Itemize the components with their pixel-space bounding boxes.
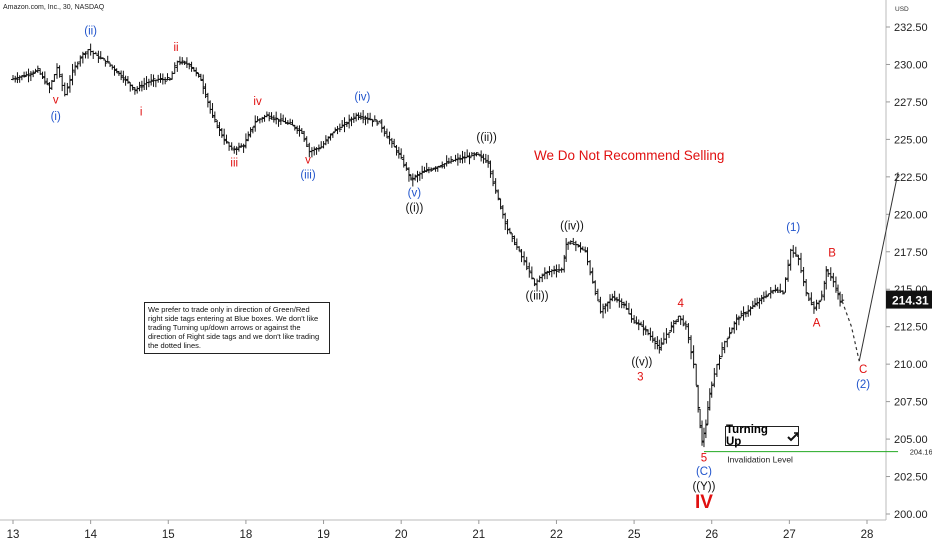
x-tick-label: 28 — [861, 529, 874, 541]
wave-label: (i) — [51, 111, 61, 123]
y-tick-label: 205.00 — [894, 434, 928, 446]
wave-label: (C) — [696, 466, 712, 478]
wave-label: 3 — [637, 372, 643, 384]
wave-label: ((i)) — [405, 202, 423, 214]
y-tick-label: 212.50 — [894, 322, 928, 334]
wave-label: C — [859, 364, 867, 376]
wave-label: (iii) — [300, 169, 315, 181]
wave-label: (iv) — [354, 91, 370, 103]
x-tick-label: 21 — [472, 529, 485, 541]
wave-label: iii — [230, 157, 238, 169]
y-tick-label: 210.00 — [894, 359, 928, 371]
x-tick-label: 14 — [84, 529, 97, 541]
wave-label: iv — [253, 96, 262, 108]
y-tick-label: 225.00 — [894, 134, 928, 146]
x-tick-label: 19 — [317, 529, 330, 541]
y-tick-label: 232.50 — [894, 22, 928, 34]
trading-note: We prefer to trade only in direction of … — [144, 302, 330, 354]
last-price-label: 214.31 — [892, 294, 929, 308]
x-tick-label: 20 — [395, 529, 408, 541]
wave-label: IV — [695, 492, 713, 513]
wave-label: v — [305, 154, 311, 166]
y-tick-label: 230.00 — [894, 59, 928, 71]
x-tick-label: 13 — [7, 529, 20, 541]
wave-label: ((iv)) — [560, 220, 584, 232]
turning-up-badge: Turning Up — [725, 424, 799, 448]
y-tick-label: 200.00 — [894, 509, 928, 521]
wave-label: A — [813, 318, 821, 330]
x-tick-label: 27 — [783, 529, 796, 541]
invalidation-value: 204.16 — [910, 448, 932, 457]
wave-label: ((Y)) — [692, 481, 715, 493]
wave-label: (1) — [786, 222, 800, 234]
check-arrow-icon — [786, 431, 798, 441]
wave-label: ((iii)) — [526, 291, 549, 303]
warning-text: We Do Not Recommend Selling — [534, 148, 725, 163]
y-tick-label: 220.00 — [894, 209, 928, 221]
x-tick-label: 26 — [705, 529, 718, 541]
x-tick-label: 18 — [240, 529, 253, 541]
wave-label: ((v)) — [631, 357, 652, 369]
wave-label: i — [140, 106, 143, 118]
wave-label: v — [53, 94, 59, 106]
y-tick-label: 227.50 — [894, 97, 928, 109]
wave-label: (ii) — [84, 25, 97, 37]
wave-label: 4 — [677, 298, 684, 310]
y-tick-label: 202.50 — [894, 472, 928, 484]
invalidation-label: Invalidation Level — [727, 455, 793, 465]
wave-label: ((ii)) — [476, 132, 497, 144]
x-tick-label: 25 — [628, 529, 641, 541]
projection-dotted-line — [841, 301, 860, 362]
x-tick-label: 15 — [162, 529, 175, 541]
turning-up-label: Turning Up — [726, 424, 768, 448]
wave-label: B — [828, 247, 836, 259]
wave-label: 5 — [701, 453, 707, 465]
wave-label: ii — [173, 42, 178, 54]
x-tick-label: 22 — [550, 529, 563, 541]
y-tick-label: 207.50 — [894, 397, 928, 409]
wave-label: (v) — [408, 187, 422, 199]
y-tick-label: 222.50 — [894, 172, 928, 184]
last-price-tag — [886, 290, 932, 309]
projection-solid-line — [858, 172, 899, 362]
wave-label: (2) — [856, 379, 870, 391]
chart-title: Amazon.com, Inc., 30, NASDAQ — [3, 4, 105, 11]
y-tick-label: 217.50 — [894, 247, 928, 259]
currency-label: USD — [895, 6, 909, 13]
